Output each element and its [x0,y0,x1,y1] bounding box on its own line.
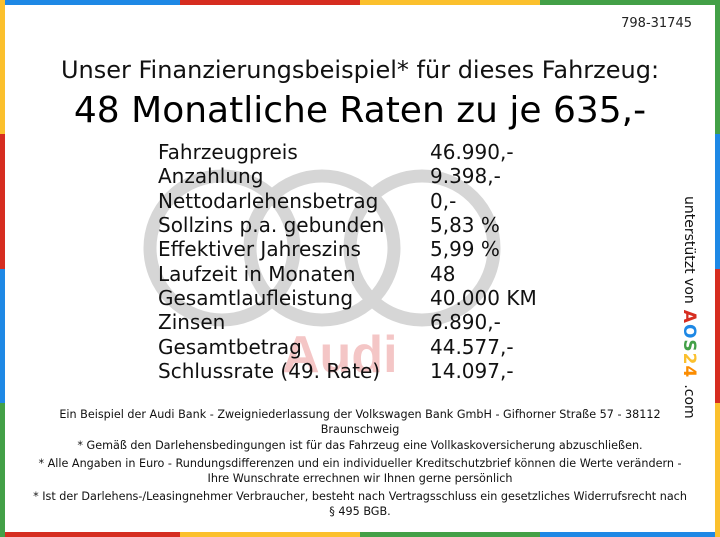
row-label: Fahrzeugpreis [158,140,298,165]
frame-left-stripe [0,0,5,537]
footer-insurance-note: * Gemäß den Darlehensbedingungen ist für… [77,439,643,452]
sponsor-vertical-text: unterstützt von AOS24 .com [676,196,702,419]
frame-top-stripe [0,0,720,5]
row-value: 5,99 % [430,237,500,262]
row-value: 0,- [430,188,457,213]
logo-letter: 2 [679,352,699,366]
row-value: 5,83 % [430,213,500,238]
finance-row: Schlussrate (49. Rate) 14.097,- [158,359,578,383]
finance-table: Fahrzeugpreis 46.990,- Anzahlung 9.398,- N… [158,140,578,383]
row-label: Effektiver Jahreszins [158,237,361,262]
footer-withdrawal-note: * Ist der Darlehens-/Leasingnehmer Verbr… [33,490,687,518]
row-label: Schlussrate (49. Rate) [158,358,381,383]
finance-row: Effektiver Jahreszins 5,99 % [158,237,578,261]
row-value: 40.000 KM [430,285,537,310]
row-value: 6.890,- [430,310,501,335]
logo-letter: S [679,339,699,353]
sponsor-prefix: unterstützt von [681,196,697,304]
monthly-rate-headline: 48 Monatliche Raten zu je 635,- [73,90,647,131]
logo-letter: A [679,309,699,324]
footer-rounding-note: * Alle Angaben in Euro - Rundungsdiffere… [38,457,682,485]
logo-letter: O [679,323,699,340]
row-label: Sollzins p.a. gebunden [158,213,385,238]
aos24-logo: AOS24 [679,310,699,379]
finance-row: Gesamtlaufleistung 40.000 KM [158,286,578,310]
row-value: 46.990,- [430,140,514,165]
finance-row: Fahrzeugpreis 46.990,- [158,140,578,164]
row-value: 48 [430,261,456,286]
frame-bottom-stripe [0,532,720,537]
finance-row: Laufzeit in Monaten 48 [158,261,578,286]
logo-letter: 4 [679,365,699,379]
finance-row: Anzahlung 9.398,- [158,164,578,188]
frame-right-stripe [715,0,720,537]
finance-row: Gesamtbetrag 44.577,- [158,334,578,359]
row-value: 44.577,- [430,334,514,359]
finance-row: Nettodarlehensbetrag 0,- [158,189,578,213]
row-label: Gesamtlaufleistung [158,285,354,310]
row-value: 14.097,- [430,358,514,383]
row-label: Zinsen [158,310,226,335]
row-label: Anzahlung [158,164,264,189]
finance-row: Zinsen 6.890,- [158,310,578,334]
finance-row: Sollzins p.a. gebunden 5,83 % [158,213,578,237]
row-label: Laufzeit in Monaten [158,261,356,286]
row-value: 9.398,- [430,164,501,189]
headline: Unser Finanzierungsbeispiel* für dieses … [60,56,660,84]
row-label: Gesamtbetrag [158,334,302,359]
footer-bank-note: Ein Beispiel der Audi Bank - Zweignieder… [59,408,661,436]
reference-code: 798-31745 [621,16,692,31]
row-label: Nettodarlehensbetrag [158,188,379,213]
